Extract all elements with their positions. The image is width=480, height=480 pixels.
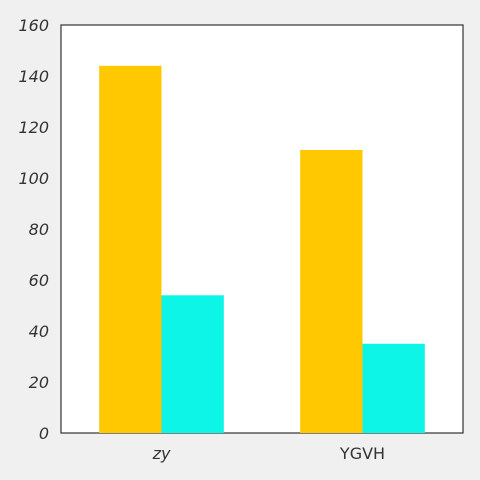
bar-zy-series-2 (161, 295, 224, 433)
x-tick-label: zy (152, 444, 171, 463)
y-tick-label: 160 (18, 16, 49, 35)
y-tick-label: 20 (29, 373, 49, 392)
bar-YGVH-series-2 (362, 343, 425, 433)
x-axis-tick-labels: zy YGVH (152, 444, 386, 463)
y-tick-label: 60 (29, 271, 49, 290)
bar-YGVH-series-1 (300, 149, 363, 433)
y-tick-label: 100 (18, 169, 49, 188)
x-tick-label: YGVH (339, 444, 385, 463)
bars (99, 65, 425, 434)
y-tick-label: 40 (29, 322, 49, 341)
y-axis-tick-labels: 0 20 40 60 80 100 120 140 160 (18, 16, 49, 443)
bar-zy-series-1 (99, 65, 162, 434)
y-tick-label: 120 (18, 118, 49, 137)
y-tick-label: 140 (18, 67, 49, 86)
y-tick-label: 80 (29, 220, 49, 239)
y-tick-label: 0 (39, 424, 49, 443)
